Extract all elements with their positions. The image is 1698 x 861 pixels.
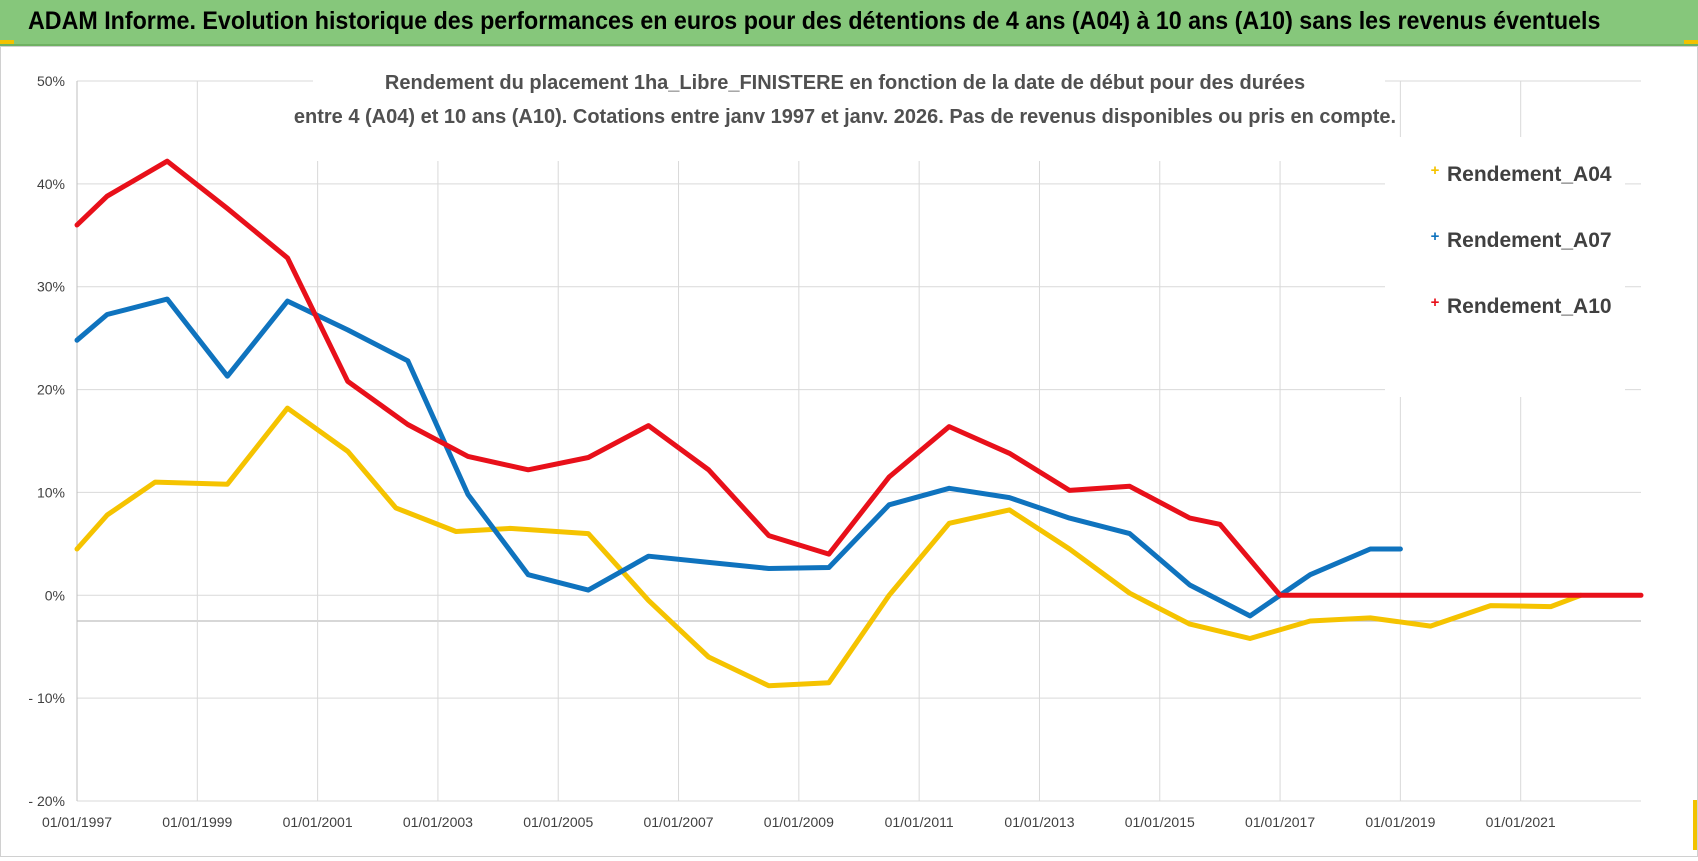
legend-marker: +: [1431, 228, 1440, 245]
legend-marker: +: [1431, 162, 1440, 179]
x-tick-label: 01/01/2003: [403, 814, 473, 830]
y-tick-label: 0%: [45, 587, 65, 603]
legend-label: Rendement_A04: [1447, 163, 1612, 186]
series-line-rendement-a07: [74, 296, 1403, 619]
x-tick-label: 01/01/2013: [1004, 814, 1074, 830]
y-tick-label: 10%: [37, 484, 65, 500]
series-line-rendement-a10: [74, 158, 1644, 598]
x-axis-ticks: 01/01/1997 01/01/1999 01/01/2001 01/01/2003…: [42, 814, 1556, 830]
x-tick-label: 01/01/2005: [523, 814, 593, 830]
y-tick-label: 30%: [37, 279, 65, 295]
legend-backdrop: [1385, 137, 1625, 397]
chart-frame: 50% 40% 30% 20% 10% 0% - 10% - 20% 01/01/1997 01…: [0, 46, 1698, 857]
series-lines: [74, 158, 1644, 689]
line-chart: 50%40%30%20%10%0%- 10%- 20% 01/01/1997 01…: [28, 65, 1644, 830]
corner-mark-right: [1693, 800, 1697, 850]
chart-title-line-1: Rendement du placement 1ha_Libre_FINISTE…: [385, 72, 1305, 94]
corner-mark-top-right: [1684, 40, 1698, 44]
title-backdrop: [313, 65, 1385, 161]
y-tick-label: 40%: [37, 176, 65, 192]
x-tick-label: 01/01/2017: [1245, 814, 1315, 830]
y-tick-label: 20%: [37, 382, 65, 398]
gridlines: [76, 80, 1641, 802]
y-tick-label: - 20%: [28, 793, 65, 809]
corner-mark-top-left: [0, 40, 14, 44]
y-tick-label: - 10%: [28, 690, 65, 706]
legend-label: Rendement_A10: [1447, 295, 1612, 318]
chart-title-line-2: entre 4 (A04) et 10 ans (A10). Cotations…: [294, 106, 1396, 128]
legend-marker: +: [1431, 294, 1440, 311]
x-tick-label: 01/01/2019: [1365, 814, 1435, 830]
legend-label: Rendement_A07: [1447, 229, 1612, 252]
x-tick-label: 01/01/1997: [42, 814, 112, 830]
x-tick-label: 01/01/2009: [764, 814, 834, 830]
x-tick-label: 01/01/2011: [885, 814, 954, 830]
legend: + Rendement_A04 + Rendement_A07 + Rendement_A…: [1431, 162, 1612, 318]
header-banner: ADAM Informe. Evolution historique des p…: [0, 0, 1698, 46]
x-tick-label: 01/01/1999: [162, 814, 232, 830]
y-tick-label: 50%: [37, 73, 65, 89]
series-line-rendement-a04: [74, 405, 1584, 689]
x-tick-label: 01/01/2007: [643, 814, 713, 830]
header-title: ADAM Informe. Evolution historique des p…: [28, 7, 1601, 35]
x-tick-label: 01/01/2021: [1486, 814, 1556, 830]
y-axis-ticks: 50% 40% 30% 20% 10% 0% - 10% - 20%: [28, 73, 65, 809]
x-tick-label: 01/01/2001: [283, 814, 353, 830]
x-tick-label: 01/01/2015: [1125, 814, 1195, 830]
